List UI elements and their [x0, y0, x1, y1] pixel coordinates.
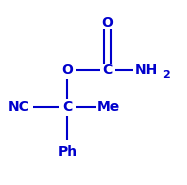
Text: NH: NH: [135, 63, 158, 77]
Text: Ph: Ph: [57, 145, 77, 159]
Text: C: C: [62, 100, 72, 114]
Text: O: O: [102, 16, 114, 30]
Text: O: O: [61, 63, 73, 77]
Text: Me: Me: [97, 100, 120, 114]
Text: C: C: [102, 63, 113, 77]
Text: NC: NC: [8, 100, 30, 114]
Text: 2: 2: [162, 70, 169, 80]
